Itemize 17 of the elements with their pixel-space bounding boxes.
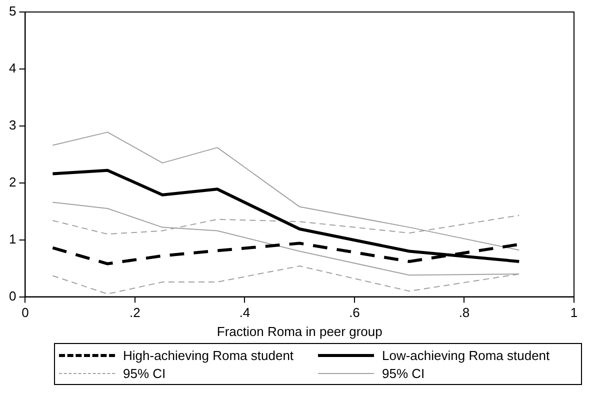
x-tick-label: .2 [130,305,140,320]
legend-label: High-achieving Roma student [123,348,294,362]
legend-label: 95% CI [382,366,425,380]
x-axis-title: Fraction Roma in peer group [216,324,382,339]
x-tick-label: .4 [239,305,250,320]
y-tick-label: 0 [8,288,16,304]
y-tick-label: 5 [8,4,16,19]
x-tick-label: .6 [349,305,360,320]
y-tick-label: 3 [8,118,16,132]
legend-label: Low-achieving Roma student [382,348,550,362]
x-tick-label: 1 [570,305,578,320]
legend-label: 95% CI [123,366,166,380]
y-tick-label: 2 [8,174,16,190]
x-tick-label: .8 [458,305,470,320]
y-tick-label: 4 [8,60,16,76]
y-tick-label: 1 [8,231,16,246]
x-tick-label: 0 [22,305,29,320]
